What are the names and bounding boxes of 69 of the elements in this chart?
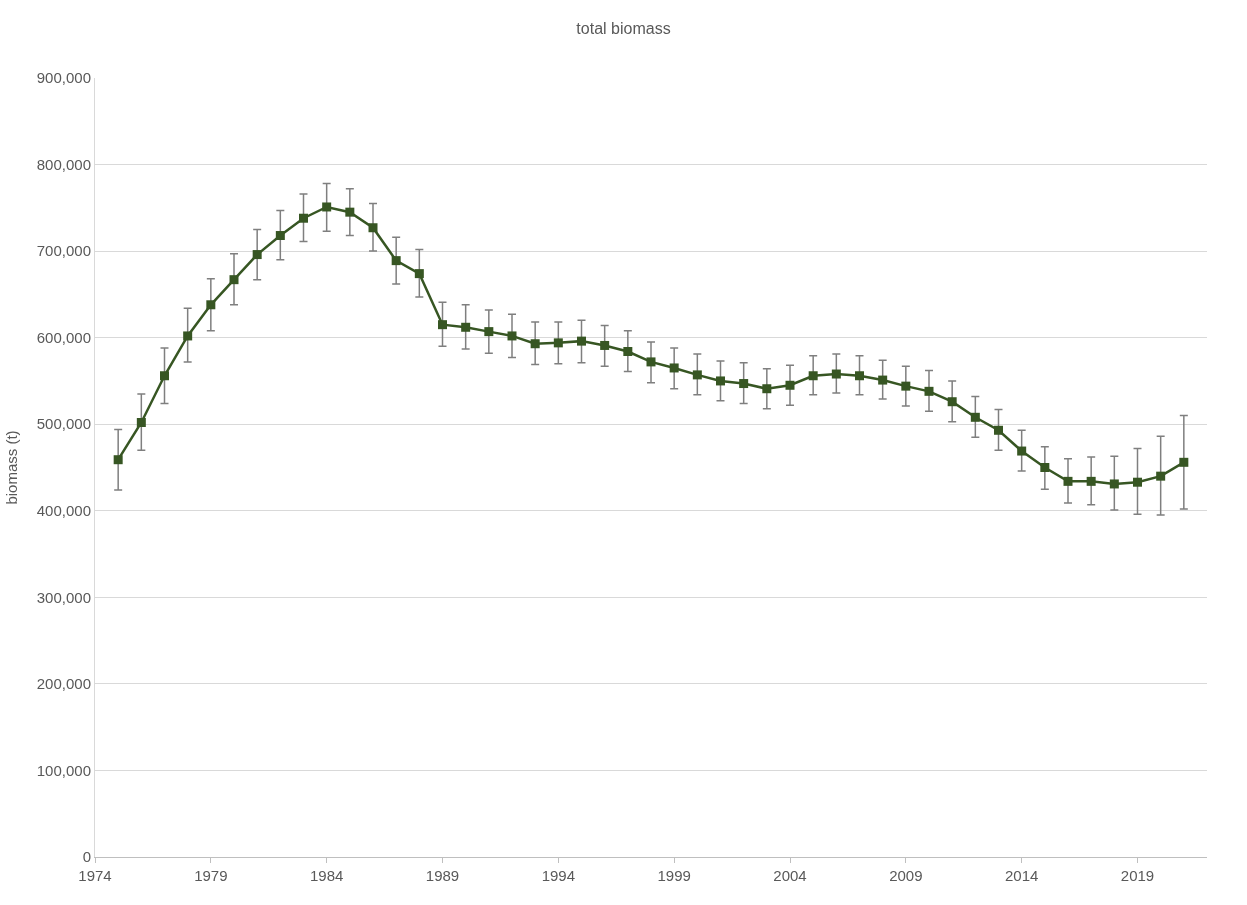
point <box>739 379 749 389</box>
y-tick-label: 100,000 <box>36 761 91 779</box>
point <box>484 327 494 337</box>
y-tick-label: 0 <box>82 848 91 866</box>
point <box>206 300 216 310</box>
point <box>1109 479 1119 489</box>
point <box>1179 457 1189 467</box>
point <box>299 213 308 223</box>
y-tick-label: 300,000 <box>36 588 91 606</box>
y-tick-label: 600,000 <box>36 328 91 346</box>
point <box>924 386 934 396</box>
point <box>391 256 401 266</box>
point <box>322 202 332 212</box>
point <box>970 412 980 422</box>
point <box>183 331 193 341</box>
point <box>438 320 447 330</box>
point <box>229 275 239 285</box>
point <box>461 322 471 332</box>
point <box>530 339 540 349</box>
point <box>160 371 169 381</box>
point <box>901 381 911 391</box>
x-tick-label: 2004 <box>773 867 807 884</box>
point <box>994 425 1003 435</box>
x-tick-label: 2009 <box>889 867 923 884</box>
point <box>1133 477 1142 487</box>
point <box>831 369 841 379</box>
point <box>507 331 517 341</box>
x-tick-label: 1979 <box>194 867 228 884</box>
x-tick-label: 1994 <box>541 867 576 884</box>
x-tick-label: 1974 <box>78 867 112 884</box>
y-axis-title: biomass (t) <box>3 430 21 505</box>
y-tick-label: 800,000 <box>36 155 91 173</box>
point <box>692 370 702 380</box>
point <box>368 223 378 233</box>
point <box>345 207 355 217</box>
point <box>577 336 586 346</box>
y-tick-label: 400,000 <box>36 502 91 520</box>
point <box>808 371 818 381</box>
point <box>1063 476 1073 486</box>
point <box>878 375 888 385</box>
point <box>785 380 795 390</box>
point <box>669 363 679 373</box>
point <box>113 455 123 465</box>
point <box>252 250 262 260</box>
x-tick-label: 1989 <box>425 867 460 884</box>
x-tick-label: 1999 <box>657 867 691 884</box>
point <box>623 347 633 357</box>
point <box>1156 471 1166 481</box>
x-tick-label: 1984 <box>309 867 344 884</box>
point <box>1040 463 1050 472</box>
point <box>600 340 610 350</box>
x-tick-label: 2014 <box>1004 867 1039 884</box>
point <box>414 269 424 279</box>
point <box>646 357 656 367</box>
x-tick-label: 2019 <box>1120 867 1155 884</box>
point <box>1086 476 1096 486</box>
chart-title: total biomass <box>576 19 671 37</box>
point <box>1017 446 1027 456</box>
point <box>716 376 725 386</box>
point <box>947 397 957 407</box>
point <box>855 371 864 381</box>
point <box>762 384 772 394</box>
y-tick-label: 500,000 <box>36 415 91 433</box>
y-tick-label: 900,000 <box>36 69 91 87</box>
point <box>553 338 563 348</box>
point <box>275 231 285 241</box>
y-tick-label: 700,000 <box>36 242 91 260</box>
point <box>136 417 146 427</box>
y-tick-label: 200,000 <box>36 675 91 693</box>
